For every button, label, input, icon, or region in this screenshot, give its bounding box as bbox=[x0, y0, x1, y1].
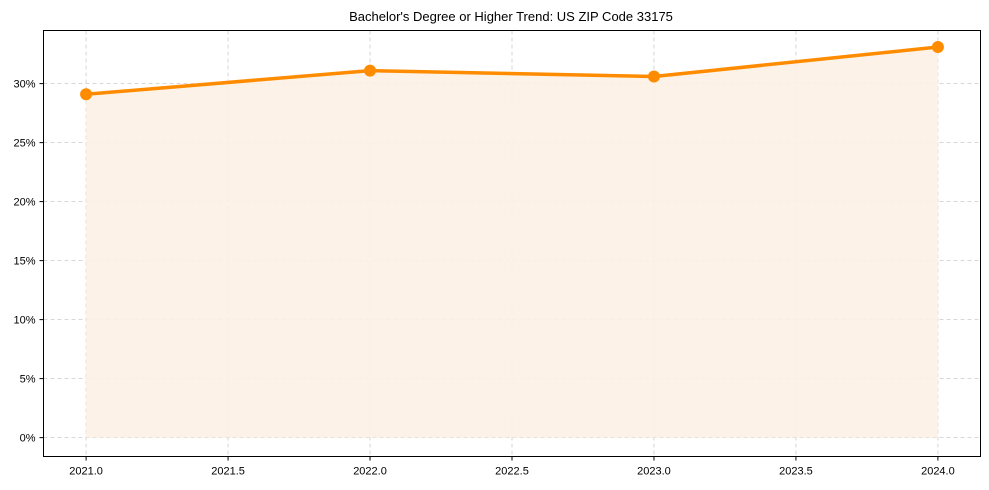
series-line bbox=[85, 45, 939, 96]
x-tick-label: 2023.5 bbox=[779, 466, 813, 478]
y-tick-label: 10% bbox=[13, 315, 35, 327]
y-tick-label: 5% bbox=[20, 374, 36, 386]
y-tick-label: 25% bbox=[13, 138, 35, 150]
y-tick-label: 15% bbox=[13, 256, 35, 268]
x-tick-label: 2022.0 bbox=[353, 466, 387, 478]
y-tick-label: 0% bbox=[20, 433, 36, 445]
chart-title: Bachelor's Degree or Higher Trend: US ZI… bbox=[349, 9, 673, 24]
y-axis: 0% 5% 10% 15% 20% 25% 30% bbox=[13, 79, 44, 445]
x-axis: 2021.0 2021.5 2022.0 2022.5 2023.0 2023.5 2024… bbox=[69, 456, 955, 478]
data-markers bbox=[80, 41, 944, 101]
data-point bbox=[647, 70, 660, 83]
x-tick-label: 2022.5 bbox=[495, 466, 529, 478]
x-tick-label: 2023.0 bbox=[637, 466, 671, 478]
x-tick-label: 2021.0 bbox=[69, 466, 103, 478]
data-point bbox=[80, 88, 93, 101]
x-tick-label: 2024.0 bbox=[921, 466, 955, 478]
y-tick-label: 30% bbox=[13, 79, 35, 91]
area-fill bbox=[86, 47, 938, 438]
y-tick-label: 20% bbox=[13, 197, 35, 209]
x-tick-label: 2021.5 bbox=[211, 466, 245, 478]
data-point bbox=[931, 41, 944, 54]
data-point bbox=[364, 64, 377, 77]
